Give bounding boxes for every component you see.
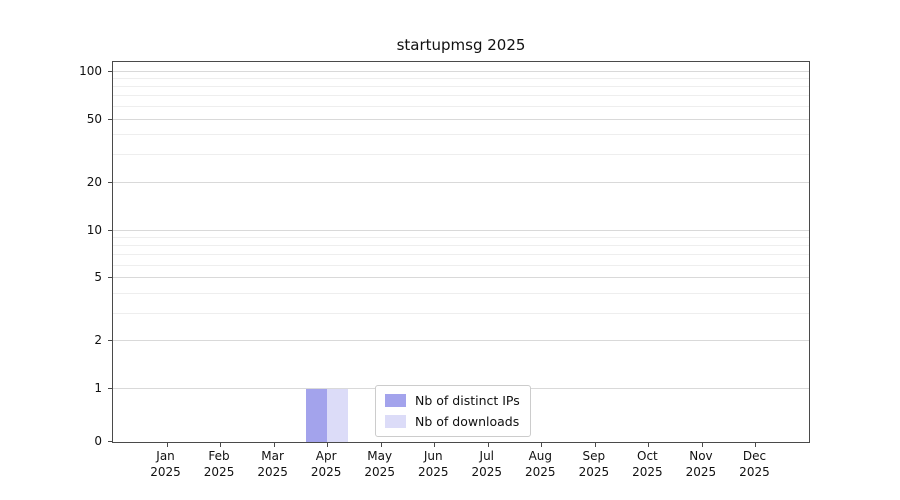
y-tick-mark (108, 181, 112, 183)
minor-gridline (113, 236, 809, 238)
y-tick-label: 1 (94, 381, 102, 396)
legend-swatch (385, 415, 406, 428)
bar-nb-of-downloads (327, 389, 349, 442)
major-gridline (113, 229, 809, 231)
x-tick-mark (434, 443, 436, 447)
x-tick-label: Sep 2025 (578, 449, 610, 480)
x-tick-label: Aug 2025 (525, 449, 556, 480)
x-tick-mark (541, 443, 543, 447)
y-tick-mark (108, 277, 112, 279)
x-tick-mark (380, 443, 382, 447)
x-tick-mark (701, 443, 703, 447)
x-tick-label: Jun 2025 (417, 449, 449, 480)
legend-label: Nb of distinct IPs (415, 393, 520, 408)
minor-gridline (113, 78, 809, 80)
x-tick-label: Dec 2025 (739, 449, 770, 480)
minor-gridline (113, 95, 809, 97)
minor-gridline (113, 106, 809, 108)
y-tick-mark (108, 118, 112, 120)
y-tick-label: 20 (86, 174, 102, 189)
x-tick-label: Mar 2025 (257, 449, 288, 480)
x-tick-label: Oct 2025 (632, 449, 663, 480)
x-tick-mark (487, 443, 489, 447)
major-gridline (113, 70, 809, 72)
x-tick-mark (327, 443, 329, 447)
y-tick-mark (108, 229, 112, 231)
minor-gridline (113, 153, 809, 155)
minor-gridline (113, 134, 809, 136)
legend-item: Nb of downloads (385, 414, 520, 429)
legend-label: Nb of downloads (415, 414, 520, 429)
major-gridline (113, 277, 809, 279)
y-tick-label: 50 (86, 111, 102, 126)
x-axis: Jan 2025 Feb 2025 Mar 2025 Apr 2025 May 2025 Jun 20… (112, 448, 810, 490)
legend: Nb of distinct IPs Nb of downloads (375, 385, 531, 437)
x-tick-mark (166, 443, 168, 447)
x-tick-mark (648, 443, 650, 447)
y-tick-mark (108, 340, 112, 342)
x-tick-label: May 2025 (364, 449, 395, 480)
y-tick-label: 5 (94, 270, 102, 285)
y-tick-label: 2 (94, 333, 102, 348)
minor-gridline (113, 292, 809, 294)
minor-gridline (113, 312, 809, 314)
minor-gridline (113, 264, 809, 266)
chart-title: startupmsg 2025 (396, 36, 526, 54)
bar-nb-of-distinct-ips (306, 389, 328, 442)
y-tick-mark (108, 388, 112, 390)
y-tick-mark (108, 70, 112, 72)
y-axis: 0 1 2 5 10 20 50 100 (0, 61, 102, 448)
x-tick-mark (220, 443, 222, 447)
x-tick-mark (273, 443, 275, 447)
legend-item: Nb of distinct IPs (385, 393, 520, 408)
y-tick-label: 0 (94, 434, 102, 448)
x-tick-label: Apr 2025 (310, 449, 342, 480)
x-tick-label: Jan 2025 (150, 449, 181, 480)
legend-swatch (385, 394, 406, 407)
minor-gridline (113, 86, 809, 88)
x-tick-label: Feb 2025 (203, 449, 235, 480)
minor-gridline (113, 244, 809, 246)
major-gridline (113, 118, 809, 120)
y-tick-label: 10 (86, 222, 102, 237)
y-tick-mark (108, 441, 112, 442)
y-tick-label: 100 (79, 63, 102, 78)
major-gridline (113, 181, 809, 183)
x-tick-label: Jul 2025 (471, 449, 503, 480)
plot-area: Nb of distinct IPs Nb of downloads (108, 61, 810, 447)
minor-gridline (113, 254, 809, 256)
x-tick-mark (755, 443, 757, 447)
x-tick-label: Nov 2025 (685, 449, 717, 480)
x-tick-mark (594, 443, 596, 447)
major-gridline (113, 340, 809, 342)
